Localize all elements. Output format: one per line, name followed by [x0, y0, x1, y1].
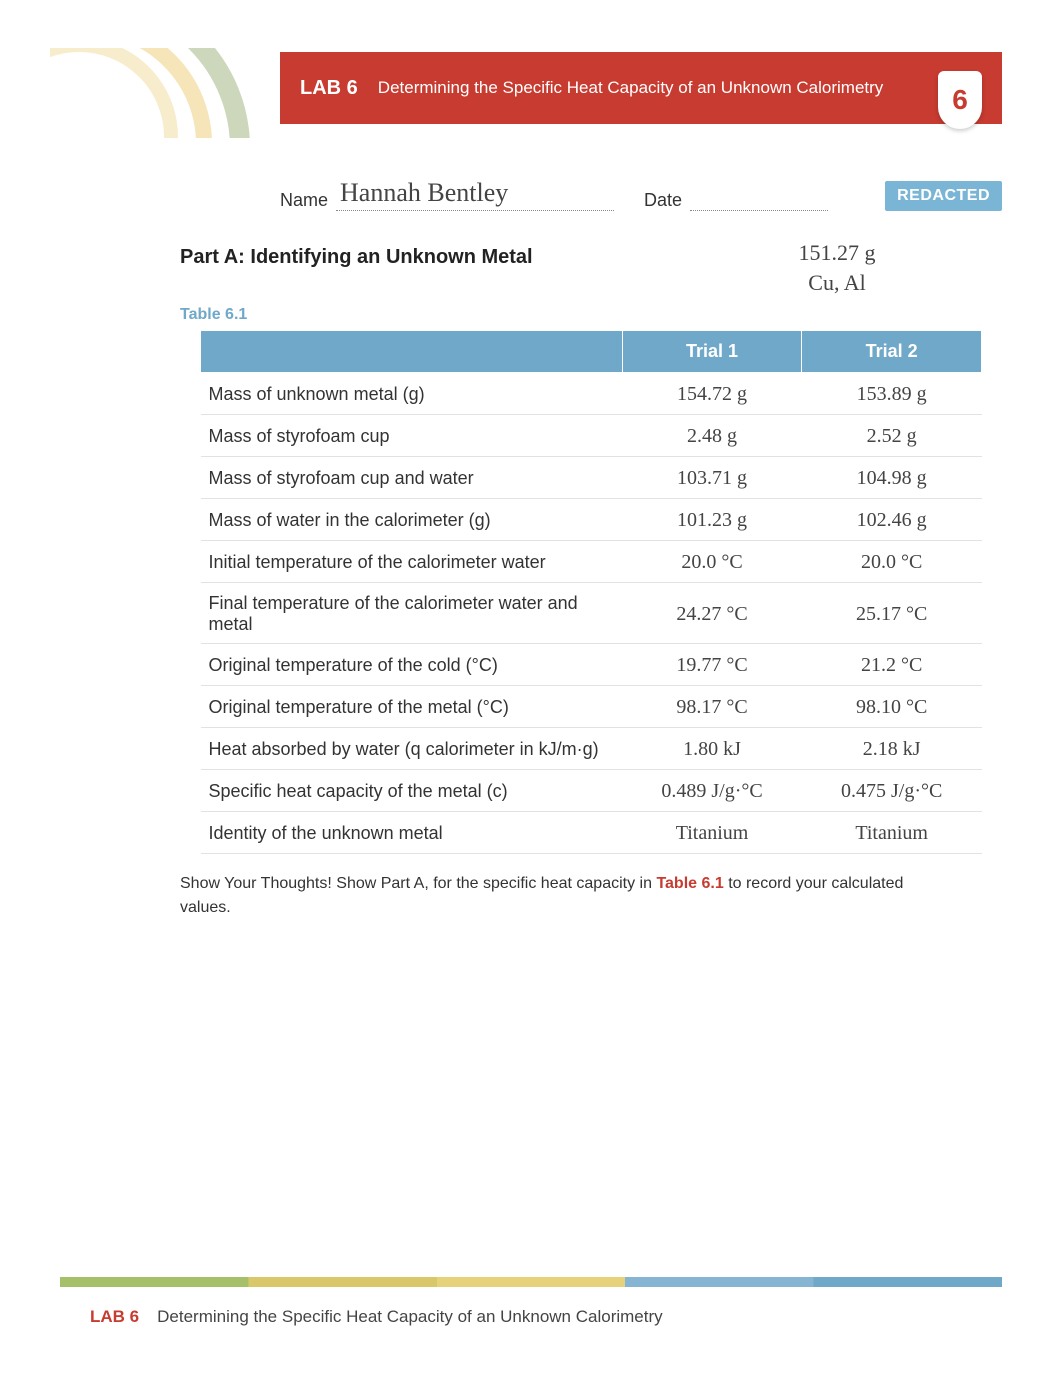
row-trial1-value: 98.17 °C	[622, 686, 802, 728]
meta-line: Name Hannah Bentley Date REDACTED	[280, 178, 1002, 211]
footnote-highlight: Table 6.1	[656, 875, 723, 892]
part-a-row: Part A: Identifying an Unknown Metal 151…	[180, 240, 942, 296]
side-value-mass: 151.27 g	[732, 240, 942, 266]
row-desc: Original temperature of the cold (°C)	[201, 644, 623, 686]
name-field[interactable]: Hannah Bentley	[336, 178, 614, 211]
table-row: Mass of unknown metal (g)154.72 g153.89 …	[201, 373, 982, 415]
table-row: Final temperature of the calorimeter wat…	[201, 583, 982, 644]
row-trial1-value: 2.48 g	[622, 415, 802, 457]
table-row: Specific heat capacity of the metal (c)0…	[201, 770, 982, 812]
row-desc: Final temperature of the calorimeter wat…	[201, 583, 623, 644]
data-table: Trial 1 Trial 2 Mass of unknown metal (g…	[200, 330, 982, 854]
footer-lab-label: LAB 6	[90, 1307, 139, 1327]
header-bar: LAB 6 Determining the Specific Heat Capa…	[280, 52, 1002, 124]
row-desc: Original temperature of the metal (°C)	[201, 686, 623, 728]
row-desc: Mass of styrofoam cup and water	[201, 457, 623, 499]
row-trial1-value: 154.72 g	[622, 373, 802, 415]
table-body: Mass of unknown metal (g)154.72 g153.89 …	[201, 373, 982, 854]
col-header-trial2: Trial 2	[802, 331, 982, 373]
table-row: Mass of styrofoam cup2.48 g2.52 g	[201, 415, 982, 457]
content-area: Part A: Identifying an Unknown Metal 151…	[180, 240, 942, 920]
row-desc: Mass of unknown metal (g)	[201, 373, 623, 415]
name-label: Name	[280, 190, 328, 211]
side-value-metals: Cu, Al	[732, 270, 942, 296]
worksheet-page: LAB 6 Determining the Specific Heat Capa…	[0, 0, 1062, 1377]
table-row: Original temperature of the metal (°C)98…	[201, 686, 982, 728]
table-row: Identity of the unknown metalTitaniumTit…	[201, 812, 982, 854]
date-field[interactable]	[690, 208, 828, 211]
row-trial2-value: 153.89 g	[802, 373, 982, 415]
row-desc: Mass of water in the calorimeter (g)	[201, 499, 623, 541]
redacted-tag: REDACTED	[885, 181, 1002, 211]
row-desc: Heat absorbed by water (q calorimeter in…	[201, 728, 623, 770]
table-6-1-label: Table 6.1	[180, 306, 942, 324]
row-desc: Initial temperature of the calorimeter w…	[201, 541, 623, 583]
row-trial1-value: 19.77 °C	[622, 644, 802, 686]
row-trial1-value: 103.71 g	[622, 457, 802, 499]
row-trial2-value: 21.2 °C	[802, 644, 982, 686]
date-label: Date	[644, 190, 682, 211]
footer-text: Determining the Specific Heat Capacity o…	[157, 1307, 663, 1327]
row-trial2-value: Titanium	[802, 812, 982, 854]
col-header-trial1: Trial 1	[622, 331, 802, 373]
part-a-side-values: 151.27 g Cu, Al	[732, 240, 942, 296]
row-trial2-value: 2.52 g	[802, 415, 982, 457]
header-subtitle: Determining the Specific Heat Capacity o…	[378, 78, 938, 98]
table-row: Heat absorbed by water (q calorimeter in…	[201, 728, 982, 770]
footer-line: LAB 6 Determining the Specific Heat Capa…	[90, 1307, 972, 1327]
decorative-arcs	[50, 48, 280, 138]
footer-color-band	[60, 1277, 1002, 1287]
row-trial1-value: 101.23 g	[622, 499, 802, 541]
row-desc: Specific heat capacity of the metal (c)	[201, 770, 623, 812]
row-trial1-value: Titanium	[622, 812, 802, 854]
col-header-empty	[201, 331, 623, 373]
row-trial1-value: 0.489 J/g·°C	[622, 770, 802, 812]
header-lab-label: LAB 6	[300, 77, 358, 100]
table-row: Mass of styrofoam cup and water103.71 g1…	[201, 457, 982, 499]
row-desc: Mass of styrofoam cup	[201, 415, 623, 457]
row-trial2-value: 104.98 g	[802, 457, 982, 499]
table-row: Initial temperature of the calorimeter w…	[201, 541, 982, 583]
table-header-row: Trial 1 Trial 2	[201, 331, 982, 373]
row-trial1-value: 1.80 kJ	[622, 728, 802, 770]
header-badge-icon: 6	[938, 71, 982, 129]
part-a-title: Part A: Identifying an Unknown Metal	[180, 240, 732, 269]
row-trial2-value: 0.475 J/g·°C	[802, 770, 982, 812]
row-desc: Identity of the unknown metal	[201, 812, 623, 854]
footnote: Show Your Thoughts! Show Part A, for the…	[180, 872, 942, 920]
row-trial2-value: 102.46 g	[802, 499, 982, 541]
row-trial2-value: 2.18 kJ	[802, 728, 982, 770]
row-trial1-value: 24.27 °C	[622, 583, 802, 644]
table-row: Original temperature of the cold (°C)19.…	[201, 644, 982, 686]
row-trial2-value: 20.0 °C	[802, 541, 982, 583]
footnote-prefix: Show Your Thoughts! Show Part A, for the…	[180, 875, 656, 892]
table-row: Mass of water in the calorimeter (g)101.…	[201, 499, 982, 541]
row-trial2-value: 98.10 °C	[802, 686, 982, 728]
row-trial1-value: 20.0 °C	[622, 541, 802, 583]
row-trial2-value: 25.17 °C	[802, 583, 982, 644]
